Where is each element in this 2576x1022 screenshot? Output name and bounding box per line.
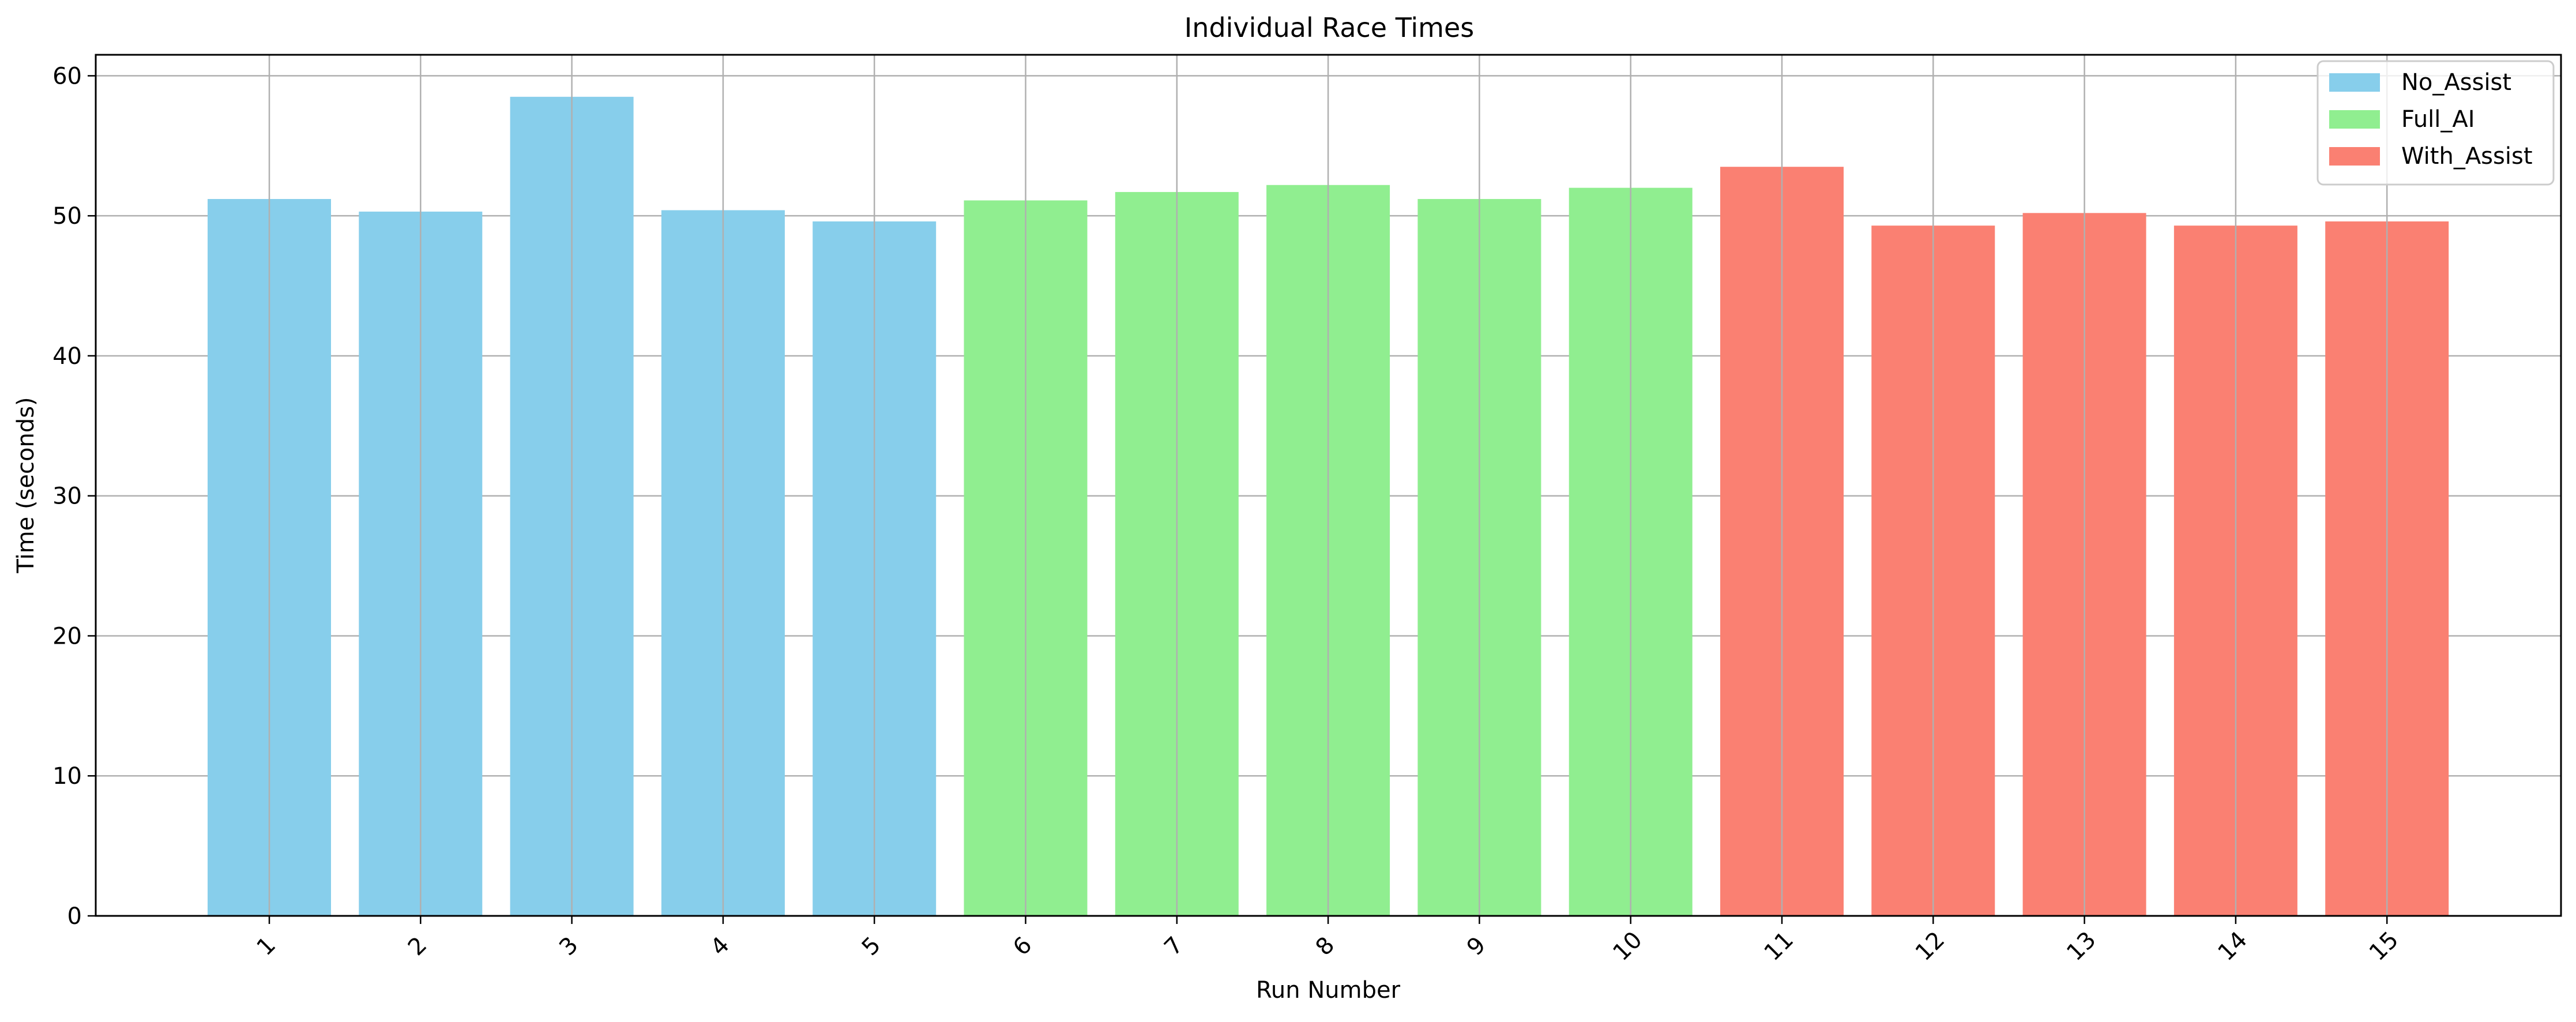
plot-frame — [95, 54, 2562, 917]
legend-swatch — [2329, 147, 2380, 166]
y-tick-label: 30 — [52, 483, 82, 510]
legend-swatch — [2329, 73, 2380, 92]
y-tick-label: 40 — [52, 343, 82, 370]
y-tick-label: 60 — [52, 63, 82, 89]
y-tick-label: 0 — [67, 903, 82, 930]
y-tick-label: 20 — [52, 623, 82, 649]
y-axis-label: Time (seconds) — [13, 397, 39, 573]
legend-label: With_Assist — [2401, 143, 2533, 170]
legend-swatch — [2329, 110, 2380, 129]
y-axis-ticks: 0 10 20 30 40 50 60 — [52, 63, 96, 930]
y-tick-label: 50 — [52, 203, 82, 230]
legend-label: No_Assist — [2401, 69, 2511, 96]
bars — [208, 55, 2449, 916]
x-axis-label: Run Number — [1256, 977, 1401, 1004]
legend: No_Assist Full_AI With_Assist — [2316, 60, 2555, 186]
y-tick-label: 10 — [52, 763, 82, 790]
chart-title: Individual Race Times — [1184, 12, 1475, 43]
legend-label: Full_AI — [2401, 106, 2475, 133]
